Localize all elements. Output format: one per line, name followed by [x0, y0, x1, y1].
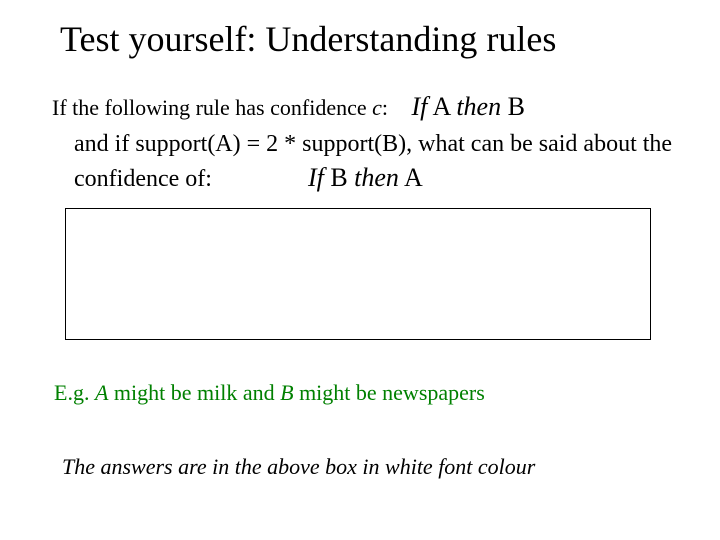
variable-c: c — [372, 95, 382, 120]
example-mid: might be milk and — [108, 380, 280, 405]
rule-b: B — [324, 163, 354, 192]
premise-line-2: and if support(A) = 2 * support(B), what… — [74, 128, 674, 196]
intro-text: If the following rule has confidence — [52, 95, 372, 120]
rule-b-then-a: If B then A — [308, 163, 423, 192]
rule-if: If — [308, 163, 324, 192]
example-a: A — [95, 380, 108, 405]
rule-b: B — [501, 92, 525, 121]
example-eg: E.g. — [54, 380, 95, 405]
premise-line-1: If the following rule has confidence c: … — [52, 92, 525, 122]
slide: Test yourself: Understanding rules If th… — [0, 0, 720, 540]
example-end: might be newspapers — [294, 380, 485, 405]
rule-a-then-b: If A then B — [412, 92, 525, 121]
rule-then: then — [456, 92, 501, 121]
example-line: E.g. A might be milk and B might be news… — [54, 380, 485, 406]
footnote: The answers are in the above box in whit… — [62, 454, 535, 480]
rule-if: If — [412, 92, 428, 121]
rule-a: A — [427, 92, 456, 121]
rule-a: A — [399, 163, 423, 192]
colon: : — [382, 95, 388, 120]
slide-title: Test yourself: Understanding rules — [60, 18, 680, 60]
rule-then: then — [354, 163, 399, 192]
answer-box — [65, 208, 651, 340]
example-b: B — [280, 380, 293, 405]
